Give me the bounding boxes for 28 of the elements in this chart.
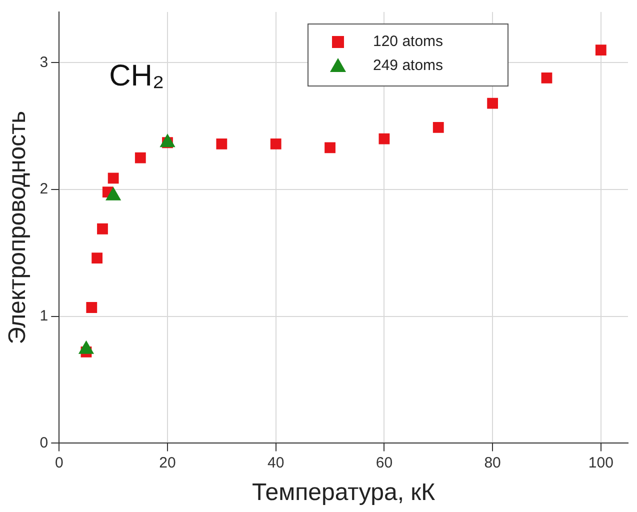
point [92, 252, 103, 264]
x-tick-label: 20 [159, 454, 176, 472]
y-axis-title: Электропроводность [4, 110, 32, 344]
y-tick-label: 0 [40, 434, 48, 452]
legend-label: 120 atoms [373, 33, 444, 50]
point [324, 142, 336, 154]
y-tick-label: 2 [40, 180, 48, 198]
point [108, 172, 119, 184]
x-tick-label: 0 [54, 454, 64, 472]
y-tick-label: 1 [40, 308, 48, 325]
legend-label: 249 atoms [373, 57, 444, 74]
point [97, 223, 108, 234]
annotation: CH₂ [109, 59, 164, 92]
x-tick-label: 80 [484, 454, 501, 472]
point [216, 138, 228, 150]
point [134, 152, 146, 164]
point [541, 72, 552, 84]
x-tick-label: 60 [376, 454, 393, 472]
x-tick-label: 40 [268, 454, 284, 472]
point [86, 302, 98, 313]
point [487, 98, 498, 109]
point [595, 44, 606, 56]
point [270, 138, 282, 150]
x-tick-label: 100 [588, 454, 614, 472]
point [432, 122, 444, 133]
x-axis-title: Температура, кК [252, 479, 436, 506]
y-tick-label: 3 [40, 54, 48, 71]
point [378, 133, 390, 144]
